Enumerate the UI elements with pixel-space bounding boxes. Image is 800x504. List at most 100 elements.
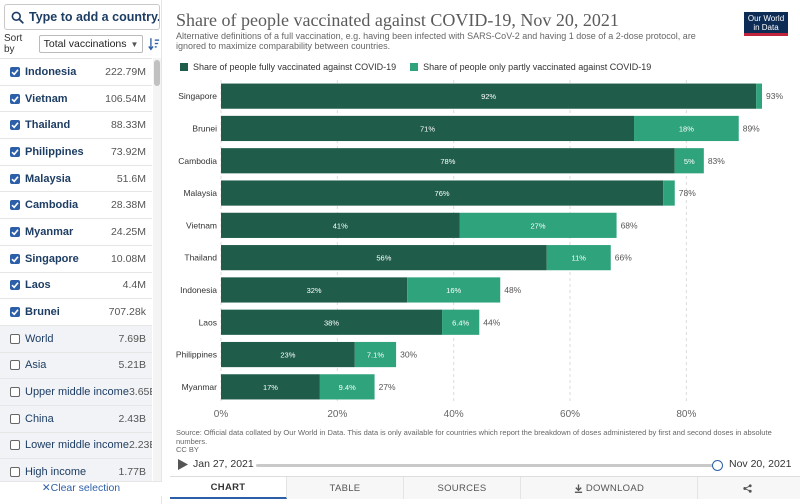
checkbox-checked-icon[interactable] <box>10 200 20 211</box>
bar-value-label: 56% <box>376 254 391 263</box>
checkbox-checked-icon[interactable] <box>10 120 20 131</box>
bar-full <box>221 245 547 271</box>
bar-partial <box>756 83 762 109</box>
scrollbar-thumb[interactable] <box>154 60 160 86</box>
bar-full <box>221 115 635 142</box>
legend-label-partial: Share of people only partly vaccinated a… <box>423 62 652 72</box>
country-row[interactable]: Myanmar 24.25M <box>0 219 152 246</box>
sort-row: Sort by Total vaccinations ▼ <box>4 33 160 55</box>
bar-total-label: 48% <box>504 285 521 295</box>
checkbox-checked-icon[interactable] <box>10 66 20 77</box>
bar-value-label: 32% <box>307 286 322 295</box>
search-icon <box>11 11 24 24</box>
checkbox-checked-icon[interactable] <box>10 173 20 184</box>
checkbox-checked-icon[interactable] <box>10 307 20 318</box>
tab-table[interactable]: TABLE <box>287 477 404 499</box>
checkbox-checked-icon[interactable] <box>10 226 20 237</box>
legend-label-full: Share of people fully vaccinated against… <box>193 62 397 72</box>
checkbox-checked-icon[interactable] <box>10 146 20 157</box>
bar-full <box>221 374 320 400</box>
sort-order-icon[interactable] <box>148 37 160 51</box>
checkbox-checked-icon[interactable] <box>10 93 20 104</box>
country-name: China <box>25 412 54 425</box>
tab-chart[interactable]: CHART <box>170 477 287 499</box>
country-name: Singapore <box>25 252 79 265</box>
legend-item-partial[interactable]: Share of people only partly vaccinated a… <box>410 62 651 72</box>
legend-item-full[interactable]: Share of people fully vaccinated against… <box>180 62 396 72</box>
search-box[interactable] <box>4 4 160 30</box>
timeline-handle[interactable] <box>712 460 723 471</box>
bar-value-label: 17% <box>263 383 278 392</box>
checkbox-unchecked-icon[interactable] <box>10 467 20 478</box>
license-text: CC BY <box>176 445 199 454</box>
chart-subtitle: Alternative definitions of a full vaccin… <box>176 31 696 51</box>
country-row[interactable]: High income 1.77B <box>0 459 152 481</box>
timeline: Jan 27, 2021 Nov 20, 2021 <box>176 458 796 472</box>
bar-total-label: 78% <box>679 188 696 198</box>
play-icon[interactable] <box>178 459 188 470</box>
bar-value-label: 92% <box>481 92 496 101</box>
tab-table-label: TABLE <box>329 482 361 494</box>
country-row[interactable]: Singapore 10.08M <box>0 245 152 273</box>
checkbox-unchecked-icon[interactable] <box>10 360 20 371</box>
checkbox-unchecked-icon[interactable] <box>10 440 20 451</box>
scrollbar[interactable] <box>153 58 161 481</box>
share-button[interactable] <box>698 477 800 499</box>
country-value: 28.38M <box>110 199 146 212</box>
legend-swatch-partial <box>410 63 419 71</box>
country-row[interactable]: Indonesia 222.79M <box>0 59 152 86</box>
bar-partial <box>354 341 397 368</box>
download-icon <box>574 483 582 493</box>
bar-total-label: 89% <box>743 123 760 133</box>
country-row[interactable]: Laos 4.4M <box>0 272 152 300</box>
country-row[interactable]: Vietnam 106.54M <box>0 85 152 113</box>
bar-total-label: 68% <box>621 220 638 230</box>
checkbox-checked-icon[interactable] <box>10 280 20 291</box>
x-tick-label: 80% <box>676 409 696 420</box>
timeline-slider[interactable] <box>256 464 718 467</box>
country-name: Thailand <box>25 119 71 132</box>
bar-full <box>221 277 408 303</box>
category-label: Myanmar <box>182 382 218 392</box>
sort-label: Sort by <box>4 33 23 55</box>
checkbox-unchecked-icon[interactable] <box>10 413 20 424</box>
country-row[interactable]: Thailand 88.33M <box>0 112 152 140</box>
checkbox-checked-icon[interactable] <box>10 253 20 264</box>
bar-value-label: 76% <box>435 189 450 198</box>
bar-partial <box>442 309 480 335</box>
country-row[interactable]: Philippines 73.92M <box>0 139 152 166</box>
checkbox-unchecked-icon[interactable] <box>10 387 20 398</box>
country-selector-panel: Sort by Total vaccinations ▼ Indonesia 22… <box>0 0 162 504</box>
country-row[interactable]: World 7.69B <box>0 325 152 353</box>
tab-download[interactable]: DOWNLOAD <box>521 477 698 499</box>
sort-select[interactable]: Total vaccinations ▼ <box>38 35 144 53</box>
bar-value-label: 9.4% <box>339 383 356 392</box>
country-name: High income <box>25 466 87 479</box>
country-row[interactable]: Brunei 707.28k <box>0 299 152 326</box>
checkbox-unchecked-icon[interactable] <box>10 333 20 344</box>
category-label: Vietnam <box>186 220 217 230</box>
owid-logo[interactable]: Our World in Data <box>744 12 788 36</box>
country-value: 2.43B <box>118 412 146 425</box>
country-value: 10.08M <box>110 252 146 265</box>
country-row[interactable]: Cambodia 28.38M <box>0 192 152 220</box>
category-label: Brunei <box>192 123 217 133</box>
tab-sources[interactable]: SOURCES <box>404 477 521 499</box>
bar-full <box>221 180 664 206</box>
country-row[interactable]: China 2.43B <box>0 405 152 433</box>
tab-sources-label: SOURCES <box>437 482 487 494</box>
search-input[interactable] <box>29 10 159 24</box>
country-list: Indonesia 222.79M Vietnam 106.54M Thailand 88… <box>0 58 152 481</box>
bar-value-label: 18% <box>679 124 694 133</box>
clear-selection-button[interactable]: ✕Clear selection <box>0 481 162 496</box>
country-value: 88.33M <box>110 119 146 132</box>
category-label: Thailand <box>184 253 217 263</box>
country-row[interactable]: Asia 5.21B <box>0 352 152 380</box>
country-row[interactable]: Malaysia 51.6M <box>0 165 152 193</box>
country-value: 5.21B <box>118 359 146 372</box>
country-name: Cambodia <box>25 199 79 212</box>
chart-title: Share of people vaccinated against COVID… <box>176 10 619 30</box>
country-value: 707.28k <box>108 306 146 319</box>
